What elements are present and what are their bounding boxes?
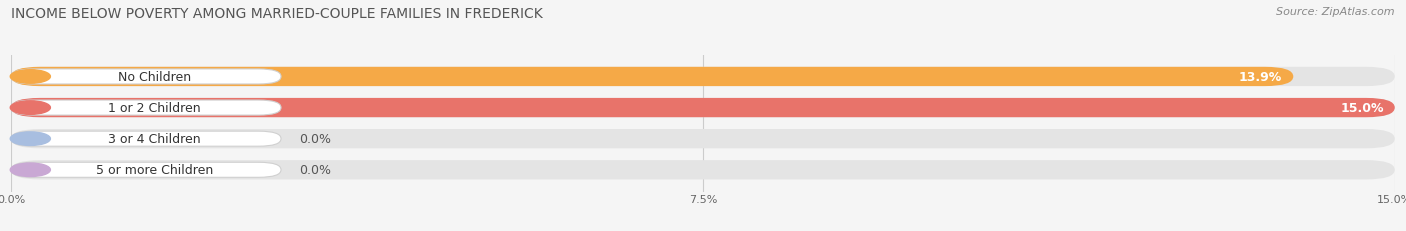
Text: INCOME BELOW POVERTY AMONG MARRIED-COUPLE FAMILIES IN FREDERICK: INCOME BELOW POVERTY AMONG MARRIED-COUPL… <box>11 7 543 21</box>
FancyBboxPatch shape <box>11 161 1395 180</box>
Text: 5 or more Children: 5 or more Children <box>96 164 212 176</box>
FancyBboxPatch shape <box>11 98 1395 118</box>
Text: 13.9%: 13.9% <box>1239 71 1282 84</box>
FancyBboxPatch shape <box>11 98 1395 118</box>
FancyBboxPatch shape <box>11 129 1395 149</box>
Circle shape <box>10 70 51 84</box>
Circle shape <box>10 163 51 177</box>
FancyBboxPatch shape <box>11 132 281 146</box>
FancyBboxPatch shape <box>11 101 281 116</box>
FancyBboxPatch shape <box>11 70 281 85</box>
Text: 0.0%: 0.0% <box>299 164 332 176</box>
Text: 0.0%: 0.0% <box>299 133 332 146</box>
Text: No Children: No Children <box>118 71 191 84</box>
Circle shape <box>10 101 51 115</box>
FancyBboxPatch shape <box>11 163 281 178</box>
Circle shape <box>10 132 51 146</box>
FancyBboxPatch shape <box>11 67 1294 87</box>
Text: Source: ZipAtlas.com: Source: ZipAtlas.com <box>1277 7 1395 17</box>
Text: 1 or 2 Children: 1 or 2 Children <box>108 102 201 115</box>
Text: 3 or 4 Children: 3 or 4 Children <box>108 133 201 146</box>
FancyBboxPatch shape <box>11 67 1395 87</box>
Text: 15.0%: 15.0% <box>1340 102 1384 115</box>
